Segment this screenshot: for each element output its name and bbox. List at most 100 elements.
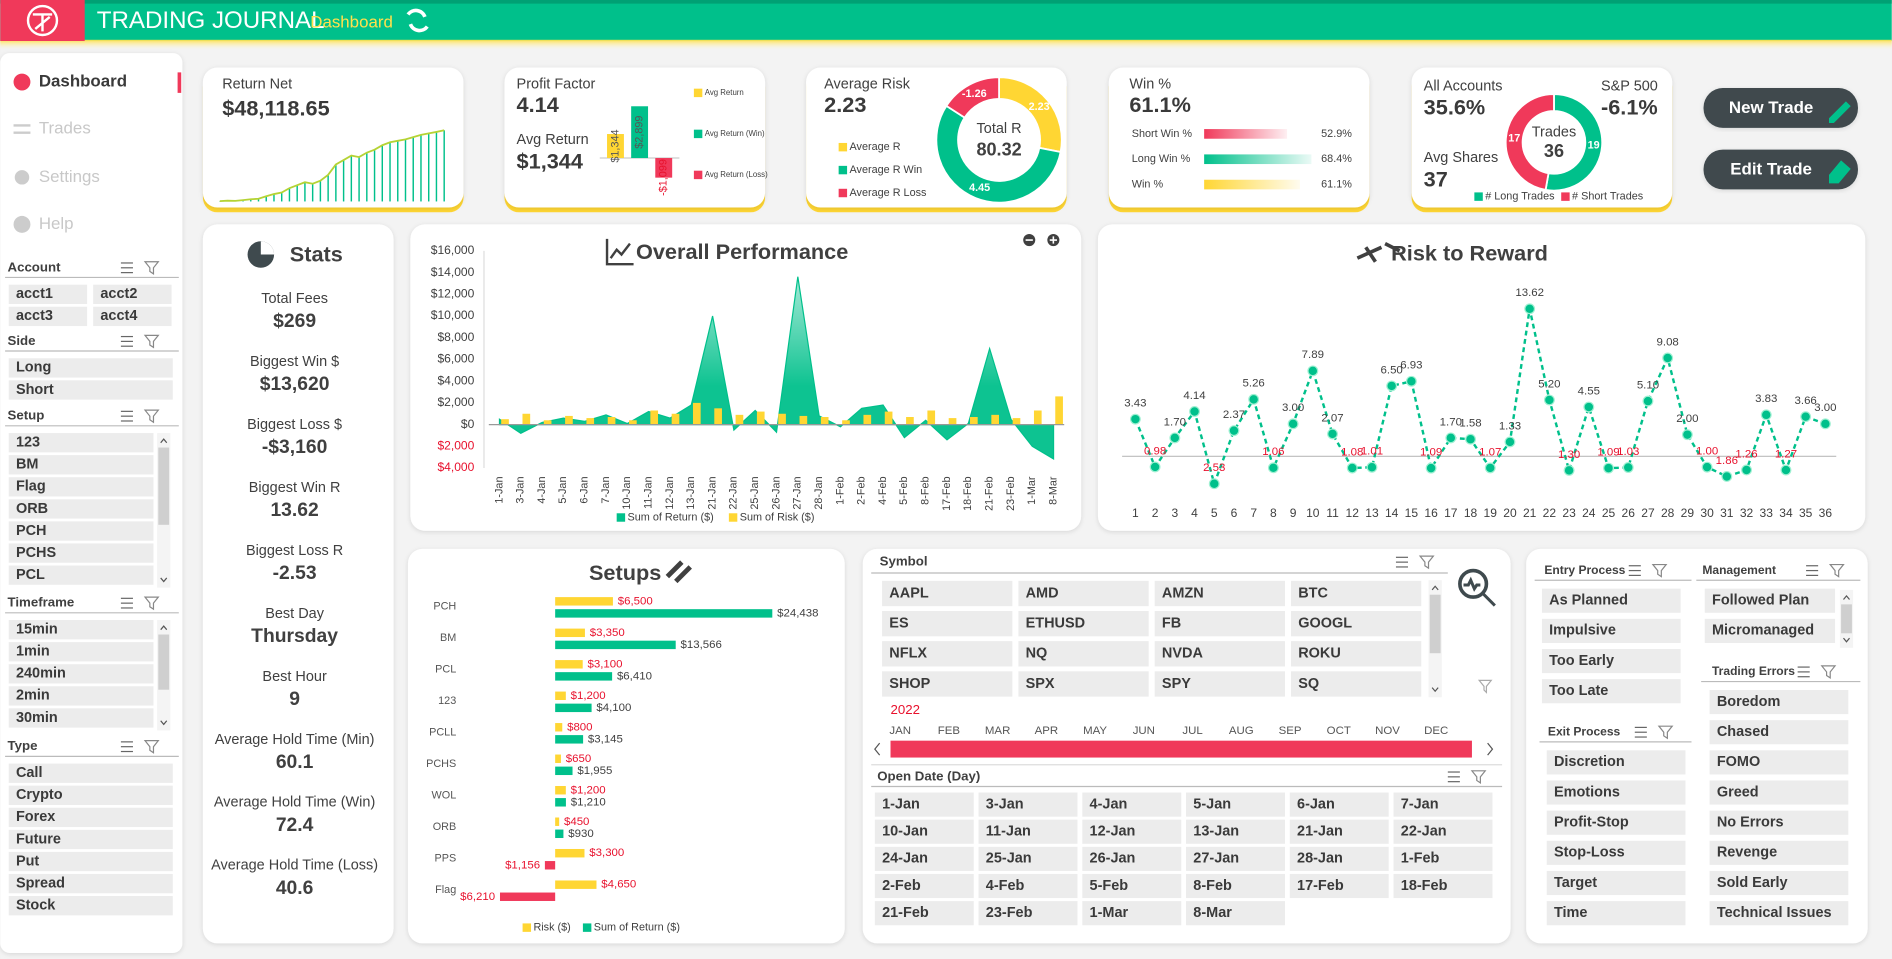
slicer-item[interactable]	[1546, 750, 1686, 775]
slicer-item[interactable]	[1546, 780, 1686, 805]
slicer-item[interactable]	[1154, 641, 1285, 667]
slicer-item[interactable]	[1709, 810, 1849, 835]
slicer-item-label[interactable]: 2min	[16, 688, 50, 704]
slicer-item[interactable]	[882, 580, 1013, 607]
slicer-item[interactable]	[1018, 580, 1149, 607]
slicer-item[interactable]	[1186, 819, 1285, 844]
slicer-item-label[interactable]: Micromanaged	[1712, 623, 1814, 639]
slicer-item-label[interactable]: Short	[16, 382, 54, 398]
slicer-item[interactable]	[1393, 819, 1493, 844]
slicer-item-label[interactable]: 4-Jan	[1090, 796, 1128, 812]
slicer-item-label[interactable]: BM	[16, 457, 39, 473]
slicer-item-label[interactable]: Technical Issues	[1717, 905, 1832, 921]
clear-filter-icon[interactable]	[143, 261, 160, 275]
slicer-item-label[interactable]: ORB	[16, 501, 48, 517]
slicer-item[interactable]	[8, 873, 173, 894]
slicer-item-label[interactable]: Discretion	[1554, 754, 1625, 770]
slicer-item[interactable]	[8, 284, 88, 304]
slicer-item-label[interactable]: 123	[16, 435, 40, 451]
slicer-item-label[interactable]: ETHUSD	[1026, 615, 1086, 631]
nav-item[interactable]: Trades	[39, 119, 91, 138]
slicer-item-label[interactable]: Followed Plan	[1712, 593, 1809, 609]
slicer-item-label[interactable]: 23-Feb	[986, 905, 1033, 921]
slicer-item[interactable]	[1018, 610, 1149, 637]
slicer-item-label[interactable]: SQ	[1298, 676, 1319, 692]
slicer-item[interactable]	[978, 819, 1078, 844]
clear-filter-icon[interactable]	[1828, 563, 1845, 578]
slicer-item-label[interactable]: 22-Jan	[1401, 824, 1447, 840]
slicer-item-label[interactable]: 30min	[16, 710, 58, 726]
clear-filter-icon[interactable]	[1470, 770, 1487, 785]
slicer-item[interactable]	[1290, 641, 1422, 667]
slicer-item-label[interactable]: As Planned	[1549, 593, 1628, 609]
slicer-item-label[interactable]: PCHS	[16, 545, 57, 561]
slicer-item[interactable]	[1709, 901, 1849, 926]
slicer-item-label[interactable]: acct4	[100, 308, 137, 324]
new-trade-label[interactable]: New Trade	[1729, 98, 1813, 117]
slicer-item[interactable]	[8, 380, 173, 400]
edit-trade-label[interactable]: Edit Trade	[1730, 160, 1812, 179]
slicer-item[interactable]	[8, 785, 173, 805]
slicer-item[interactable]	[978, 873, 1078, 899]
edit-trade-button[interactable]	[1703, 149, 1858, 190]
clear-filter-icon[interactable]	[1657, 725, 1674, 740]
slicer-item-label[interactable]: SPX	[1026, 676, 1055, 692]
slicer-item-label[interactable]: 13-Jan	[1193, 824, 1239, 840]
slicer-item[interactable]	[8, 543, 154, 563]
slicer-item-label[interactable]: PCL	[16, 567, 45, 583]
slicer-item-label[interactable]: 5-Feb	[1090, 878, 1129, 894]
slicer-item-label[interactable]: NFLX	[889, 646, 927, 662]
slicer-item[interactable]	[1154, 610, 1285, 637]
slicer-item-label[interactable]: 7-Jan	[1401, 796, 1439, 812]
slicer-item-label[interactable]: 11-Jan	[986, 824, 1031, 840]
slicer-item-label[interactable]: acct1	[16, 286, 53, 302]
slicer-item[interactable]	[1018, 671, 1149, 697]
slicer-item-label[interactable]: Chased	[1717, 724, 1769, 740]
slicer-item-label[interactable]: Spread	[16, 875, 65, 891]
slicer-item-label[interactable]: NVDA	[1162, 646, 1204, 662]
slicer-item[interactable]	[1082, 819, 1182, 844]
slicer-item[interactable]	[8, 642, 154, 662]
slicer-item[interactable]	[1290, 610, 1422, 637]
slicer-item-label[interactable]: Long	[16, 360, 51, 376]
slicer-item[interactable]	[874, 873, 974, 899]
slicer-item[interactable]	[882, 641, 1013, 667]
clear-filter-icon[interactable]	[143, 596, 160, 611]
slicer-item[interactable]	[1186, 873, 1285, 899]
slicer-item-label[interactable]: Target	[1554, 875, 1597, 891]
slicer-item-label[interactable]: 26-Jan	[1090, 851, 1136, 867]
slicer-item-label[interactable]: AMZN	[1162, 585, 1204, 601]
slicer-item[interactable]	[1082, 846, 1182, 871]
slicer-item[interactable]	[874, 819, 974, 844]
slicer-item[interactable]	[1704, 588, 1836, 613]
slicer-item-label[interactable]: 5-Jan	[1193, 796, 1231, 812]
slicer-item[interactable]	[1154, 580, 1285, 607]
slicer-item-label[interactable]: 6-Jan	[1297, 796, 1335, 812]
slicer-item[interactable]	[8, 306, 88, 327]
slicer-item-label[interactable]: 21-Jan	[1297, 824, 1343, 840]
slicer-item[interactable]	[8, 565, 154, 585]
slicer-item-label[interactable]: NQ	[1026, 646, 1048, 662]
slicer-item-label[interactable]: Crypto	[16, 787, 63, 803]
slicer-item[interactable]	[8, 829, 173, 850]
slicer-item-label[interactable]: FB	[1162, 615, 1181, 631]
slicer-item-label[interactable]: 8-Feb	[1193, 878, 1232, 894]
slicer-item-label[interactable]: Revenge	[1717, 845, 1777, 861]
slicer-item-label[interactable]: Forex	[16, 809, 55, 825]
slicer-item-label[interactable]: 10-Jan	[882, 824, 928, 840]
slicer-item-label[interactable]: Impulsive	[1549, 623, 1616, 639]
slicer-item[interactable]	[1186, 846, 1285, 871]
slicer-item-label[interactable]: 18-Feb	[1401, 878, 1448, 894]
slicer-item[interactable]	[882, 610, 1013, 637]
slicer-item[interactable]	[1393, 846, 1493, 871]
slicer-item[interactable]	[8, 499, 154, 519]
slicer-item-label[interactable]: 3-Jan	[986, 796, 1024, 812]
slicer-item-label[interactable]: BTC	[1298, 585, 1328, 601]
refresh-icon[interactable]	[406, 8, 429, 33]
slicer-item-label[interactable]: SHOP	[889, 676, 930, 692]
slicer-item[interactable]	[8, 455, 154, 475]
slicer-item-label[interactable]: AAPL	[889, 585, 929, 601]
slicer-item-label[interactable]: No Errors	[1717, 815, 1784, 831]
slicer-item-label[interactable]: Profit-Stop	[1554, 815, 1629, 831]
slicer-item[interactable]	[1393, 873, 1493, 899]
